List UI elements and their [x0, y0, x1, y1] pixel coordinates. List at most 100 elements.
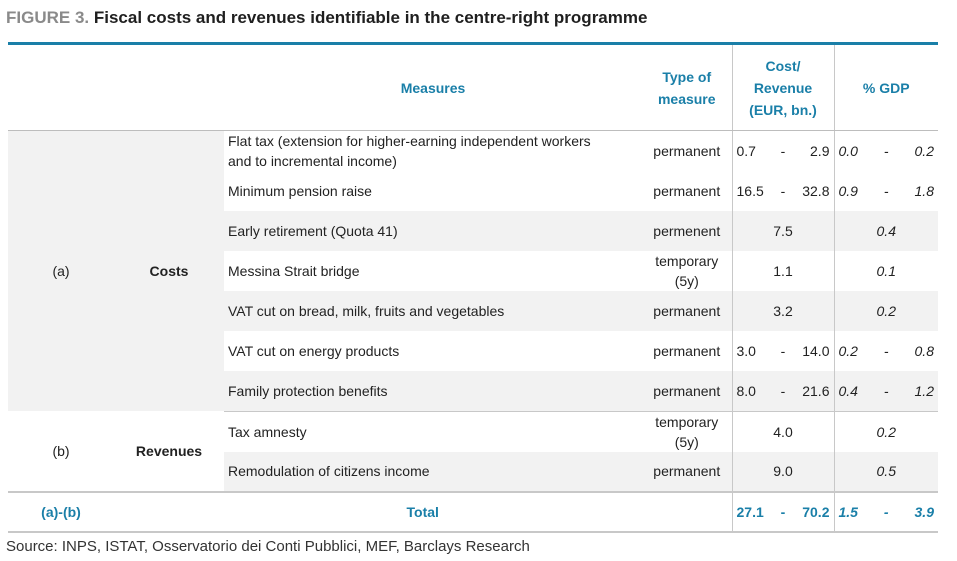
cost-cell: 0.7 - 2.9 [731, 130, 834, 171]
gdp-high: 1.2 [914, 382, 934, 399]
total-gdp-cell: 1.5 - 3.9 [833, 490, 938, 533]
measure-cell: Remodulation of citizens income [228, 463, 430, 479]
type-cell: permanent [653, 463, 721, 479]
gdp-cell: 0.5 [833, 451, 938, 492]
figure-title: FIGURE 3. Fiscal costs and revenues iden… [6, 8, 647, 28]
cost-low: 8.0 [736, 382, 756, 399]
cost-low: 16.5 [736, 183, 764, 199]
range-dash: - [883, 143, 889, 159]
total-row: (a)-(b) Total 27.1-70.2 1.5-3.9 [8, 490, 938, 533]
total-cost-high: 70.2 [802, 503, 830, 520]
range-dash: - [780, 343, 786, 359]
table-row: Minimum pension raise permanent 16.5-32.… [8, 171, 938, 211]
total-gdp-high: 3.9 [914, 503, 934, 520]
gdp-high: 0.8 [914, 343, 934, 359]
measure-cell: Flat tax (extension for higher-earning i… [224, 131, 642, 172]
header-group-code [8, 45, 114, 131]
range-dash: - [883, 382, 889, 399]
range-dash: - [780, 503, 786, 520]
gdp-low: 0.4 [838, 382, 858, 399]
header-cost-line1: Cost/ [765, 57, 801, 74]
total-code: (a)-(b) [8, 490, 114, 533]
type-line1: temporary [655, 413, 719, 430]
gdp-high: 0.2 [914, 143, 934, 159]
type-cell: permenent [653, 223, 721, 239]
range-dash: - [780, 382, 786, 399]
type-cell: permanent [653, 303, 721, 319]
type-line2: (5y) [674, 433, 699, 450]
cost-cell: 3.0 -14.0 [731, 331, 834, 371]
cost-high: 21.6 [802, 382, 830, 399]
table-row: (a) Costs Flat tax (extension for higher… [8, 130, 938, 411]
cost-high: 32.8 [802, 183, 830, 199]
total-gdp-low: 1.5 [838, 503, 858, 520]
gdp-cell: 0.1 [833, 251, 938, 291]
type-cell: permanent [653, 143, 721, 159]
cost-cell: 7.5 [731, 211, 834, 251]
table-row: (b) Revenues Tax amnesty temporary (5y) … [8, 411, 938, 459]
group-label-revenues: Revenues [135, 442, 203, 459]
header-row: Measures Type of measure Cost/ Revenue (… [8, 45, 938, 131]
measure-cell: Messina Strait bridge [228, 263, 360, 279]
cost-high: 2.9 [810, 143, 830, 159]
range-dash: - [883, 503, 889, 520]
header-cost: Cost/ Revenue (EUR, bn.) [731, 45, 834, 131]
measure-cell: VAT cut on bread, milk, fruits and veget… [228, 303, 505, 319]
group-code-costs: (a) [8, 130, 114, 411]
gdp-cell: 0.2 [833, 411, 938, 452]
total-cost-cell: 27.1-70.2 [731, 490, 834, 533]
measure-line2: and to incremental income) [228, 153, 397, 169]
header-type-line2: measure [657, 90, 716, 107]
type-cell: permanent [642, 371, 732, 412]
header-gdp: % GDP [833, 45, 938, 131]
type-cell: temporary (5y) [642, 411, 732, 452]
measure-line1: Flat tax (extension for higher-earning i… [228, 133, 591, 149]
gdp-cell: 0.2 [833, 291, 938, 331]
gdp-cell: 0.4 - 1.2 [833, 371, 938, 412]
header-measures: Measures [224, 45, 642, 131]
gdp-low: 0.2 [838, 343, 858, 359]
header-cost-line3: (EUR, bn.) [749, 101, 817, 118]
cost-cell: 1.1 [731, 251, 834, 291]
gdp-low: 0.9 [838, 183, 858, 199]
total-cost-low: 27.1 [736, 503, 764, 520]
top-rule [8, 42, 938, 45]
range-dash: - [883, 343, 889, 359]
gdp-low: 0.0 [838, 143, 858, 159]
range-dash: - [883, 183, 889, 199]
gdp-cell: 0.9 - 1.8 [833, 171, 938, 211]
header-group-label [114, 45, 224, 131]
measure-cell: Minimum pension raise [228, 183, 372, 199]
type-cell: permanent [653, 183, 721, 199]
range-dash: - [780, 143, 786, 159]
table-row: VAT cut on energy products permanent 3.0… [8, 331, 938, 371]
measure-cell: Family protection benefits [224, 371, 642, 412]
header-type-line1: Type of [662, 68, 712, 85]
cost-low: 3.0 [736, 343, 756, 359]
measure-cell: Tax amnesty [228, 423, 307, 440]
fiscal-table: Measures Type of measure Cost/ Revenue (… [8, 45, 938, 533]
gdp-cell: 0.0 - 0.2 [833, 130, 938, 171]
type-cell: temporary (5y) [642, 251, 732, 291]
cost-low: 0.7 [736, 143, 756, 159]
total-label: Total [114, 490, 732, 533]
group-code-revenues: (b) [52, 442, 70, 459]
figure-number: FIGURE 3. [6, 8, 90, 27]
cost-cell: 8.0 -21.6 [731, 371, 834, 412]
cost-cell: 3.2 [731, 291, 834, 331]
cost-cell: 4.0 [731, 411, 834, 452]
type-line2: (5y) [674, 273, 699, 289]
header-type: Type of measure [642, 45, 732, 131]
range-dash: - [780, 183, 786, 199]
gdp-high: 1.8 [914, 183, 934, 199]
header-cost-line2: Revenue [753, 79, 813, 96]
table-row: Messina Strait bridge temporary (5y) 1.1… [8, 251, 938, 291]
measure-cell: VAT cut on energy products [228, 343, 400, 359]
gdp-cell: 0.4 [833, 211, 938, 251]
cost-cell: 9.0 [731, 451, 834, 492]
figure-title-text: Fiscal costs and revenues identifiable i… [93, 8, 648, 27]
cost-high: 14.0 [802, 343, 830, 359]
gdp-cell: 0.2 - 0.8 [833, 331, 938, 371]
source-note: Source: INPS, ISTAT, Osservatorio dei Co… [6, 538, 530, 555]
cost-cell: 16.5-32.8 [731, 171, 834, 211]
